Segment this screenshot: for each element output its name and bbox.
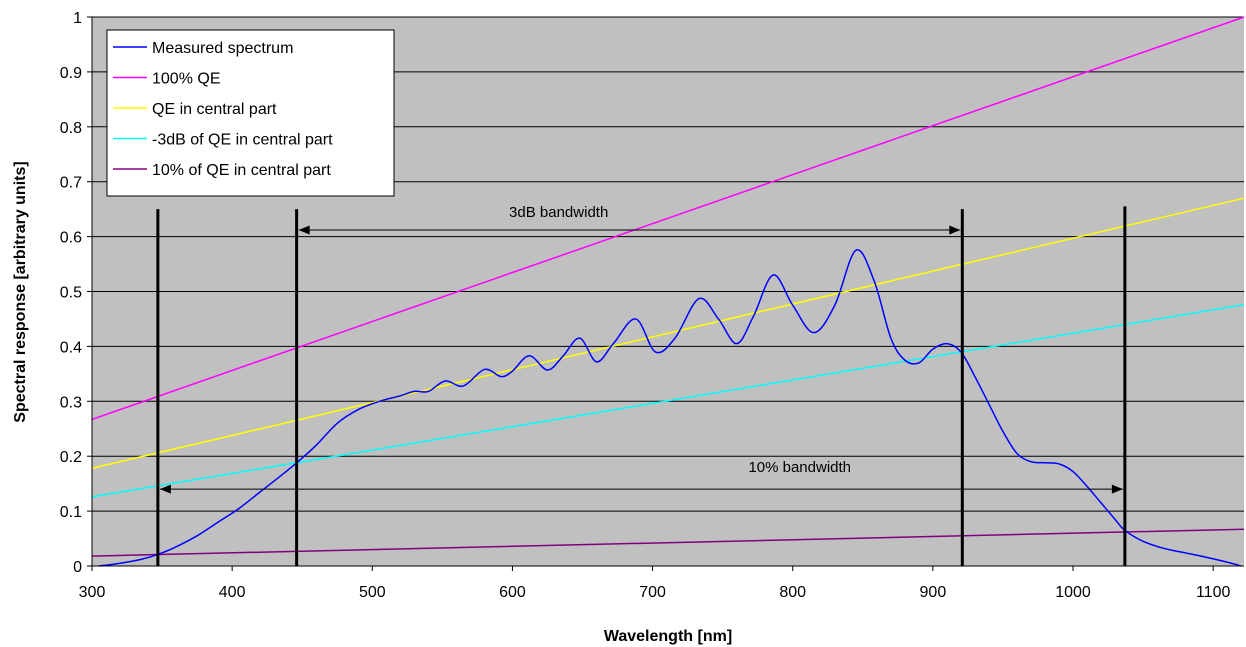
series-line-3db-of-qe-in-central-part xyxy=(91,303,1245,498)
axes: 0 0.1 0.2 0.3 0.4 0.5 0.6 0.7 0.8 0.9 1 300 400 500 60… xyxy=(60,10,1244,601)
x-tick-label: 900 xyxy=(920,584,947,601)
arrow-head-right xyxy=(1111,484,1123,494)
series-line-measured-spectrum xyxy=(98,249,1242,567)
x-axis-title: Wavelength [nm] xyxy=(604,628,732,645)
series-lines xyxy=(91,16,1245,567)
y-tick-label: 0.3 xyxy=(60,394,82,411)
legend-label: 100% QE xyxy=(152,71,220,88)
x-tick-label: 1100 xyxy=(1196,584,1231,601)
y-tick-label: 0.5 xyxy=(60,285,82,302)
annotation-label: 3dB bandwidth xyxy=(509,204,608,221)
y-tick-label: 0 xyxy=(73,559,82,576)
arrow-head-right xyxy=(949,225,961,235)
legend-label: 10% of QE in central part xyxy=(152,162,331,179)
series-line-100-qe xyxy=(91,16,1245,421)
legend-label: QE in central part xyxy=(152,101,277,118)
legend-label: Measured spectrum xyxy=(152,40,293,57)
x-tick-label: 800 xyxy=(779,584,806,601)
x-tick-label: 300 xyxy=(79,584,106,601)
y-tick-label: 0.9 xyxy=(60,65,82,82)
x-tick-label: 1000 xyxy=(1055,584,1091,601)
y-tick-label: 1 xyxy=(73,10,82,27)
annotation-label: 10% bandwidth xyxy=(748,459,851,476)
y-tick-label: 0.1 xyxy=(60,504,82,521)
legend-label: -3dB of QE in central part xyxy=(152,132,333,149)
series-line-qe-in-central-part xyxy=(91,197,1245,470)
y-tick-label: 0.7 xyxy=(60,175,82,192)
legend: Measured spectrum 100% QE QE in central pa… xyxy=(106,29,395,197)
y-tick-label: 0.2 xyxy=(60,449,82,466)
arrow-head-left xyxy=(159,484,171,494)
y-tick-label: 0.6 xyxy=(60,230,82,247)
series-line-10-of-qe-in-central-part xyxy=(91,528,1245,557)
y-axis-title: Spectral response [arbitrary units] xyxy=(12,161,29,422)
x-tick-label: 700 xyxy=(639,584,666,601)
x-tick-label: 400 xyxy=(219,584,246,601)
y-tick-label: 0.4 xyxy=(60,339,82,356)
bandwidth-annotations: 3dB bandwidth 10% bandwidth xyxy=(159,204,1123,494)
legend-box xyxy=(106,29,395,197)
bandwidth-markers xyxy=(156,206,1127,566)
y-tick-label: 0.8 xyxy=(60,120,82,137)
arrow-head-left xyxy=(298,225,310,235)
x-tick-label: 600 xyxy=(499,584,526,601)
x-tick-label: 500 xyxy=(359,584,386,601)
